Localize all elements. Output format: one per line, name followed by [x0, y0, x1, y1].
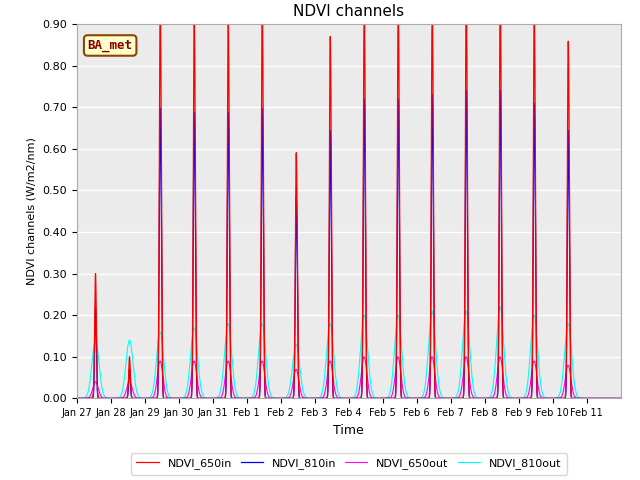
NDVI_650in: [156, 13, 164, 19]
NDVI_650in: [617, 396, 625, 401]
NDVI_810out: [270, 395, 278, 401]
NDVI_650out: [270, 396, 278, 401]
Line: NDVI_810out: NDVI_810out: [77, 307, 621, 398]
X-axis label: Time: Time: [333, 424, 364, 437]
NDVI_810out: [73, 396, 81, 401]
NDVI_650in: [419, 396, 426, 401]
NDVI_810in: [463, 87, 470, 93]
NDVI_650in: [476, 396, 484, 401]
NDVI_810out: [419, 394, 426, 399]
NDVI_650out: [476, 396, 484, 401]
NDVI_810in: [506, 396, 513, 401]
NDVI_650in: [100, 396, 108, 401]
NDVI_810out: [476, 396, 484, 401]
NDVI_810in: [617, 396, 625, 401]
NDVI_810out: [100, 393, 108, 398]
NDVI_810out: [617, 396, 625, 401]
NDVI_810in: [270, 396, 278, 401]
NDVI_650in: [395, 38, 403, 44]
NDVI_810in: [73, 396, 81, 401]
NDVI_650out: [395, 355, 403, 360]
NDVI_810out: [395, 313, 403, 319]
NDVI_810in: [419, 396, 426, 401]
NDVI_650out: [506, 396, 513, 401]
Title: NDVI channels: NDVI channels: [293, 4, 404, 19]
NDVI_650out: [100, 396, 108, 401]
NDVI_650in: [270, 396, 278, 401]
Line: NDVI_650out: NDVI_650out: [77, 357, 621, 398]
NDVI_810out: [506, 392, 513, 398]
NDVI_810in: [100, 396, 108, 401]
NDVI_650in: [73, 396, 81, 401]
Line: NDVI_810in: NDVI_810in: [77, 90, 621, 398]
NDVI_650out: [617, 396, 625, 401]
NDVI_650out: [73, 396, 81, 401]
NDVI_810in: [597, 396, 605, 401]
NDVI_650in: [506, 396, 513, 401]
NDVI_650out: [496, 354, 504, 360]
NDVI_650in: [597, 396, 605, 401]
NDVI_810in: [395, 117, 403, 123]
Legend: NDVI_650in, NDVI_810in, NDVI_650out, NDVI_810out: NDVI_650in, NDVI_810in, NDVI_650out, NDV…: [131, 453, 567, 475]
NDVI_810out: [496, 304, 504, 310]
Text: BA_met: BA_met: [88, 39, 132, 52]
NDVI_810in: [476, 396, 484, 401]
NDVI_650out: [419, 396, 426, 401]
Y-axis label: NDVI channels (W/m2/nm): NDVI channels (W/m2/nm): [27, 137, 36, 285]
Line: NDVI_650in: NDVI_650in: [77, 16, 621, 398]
